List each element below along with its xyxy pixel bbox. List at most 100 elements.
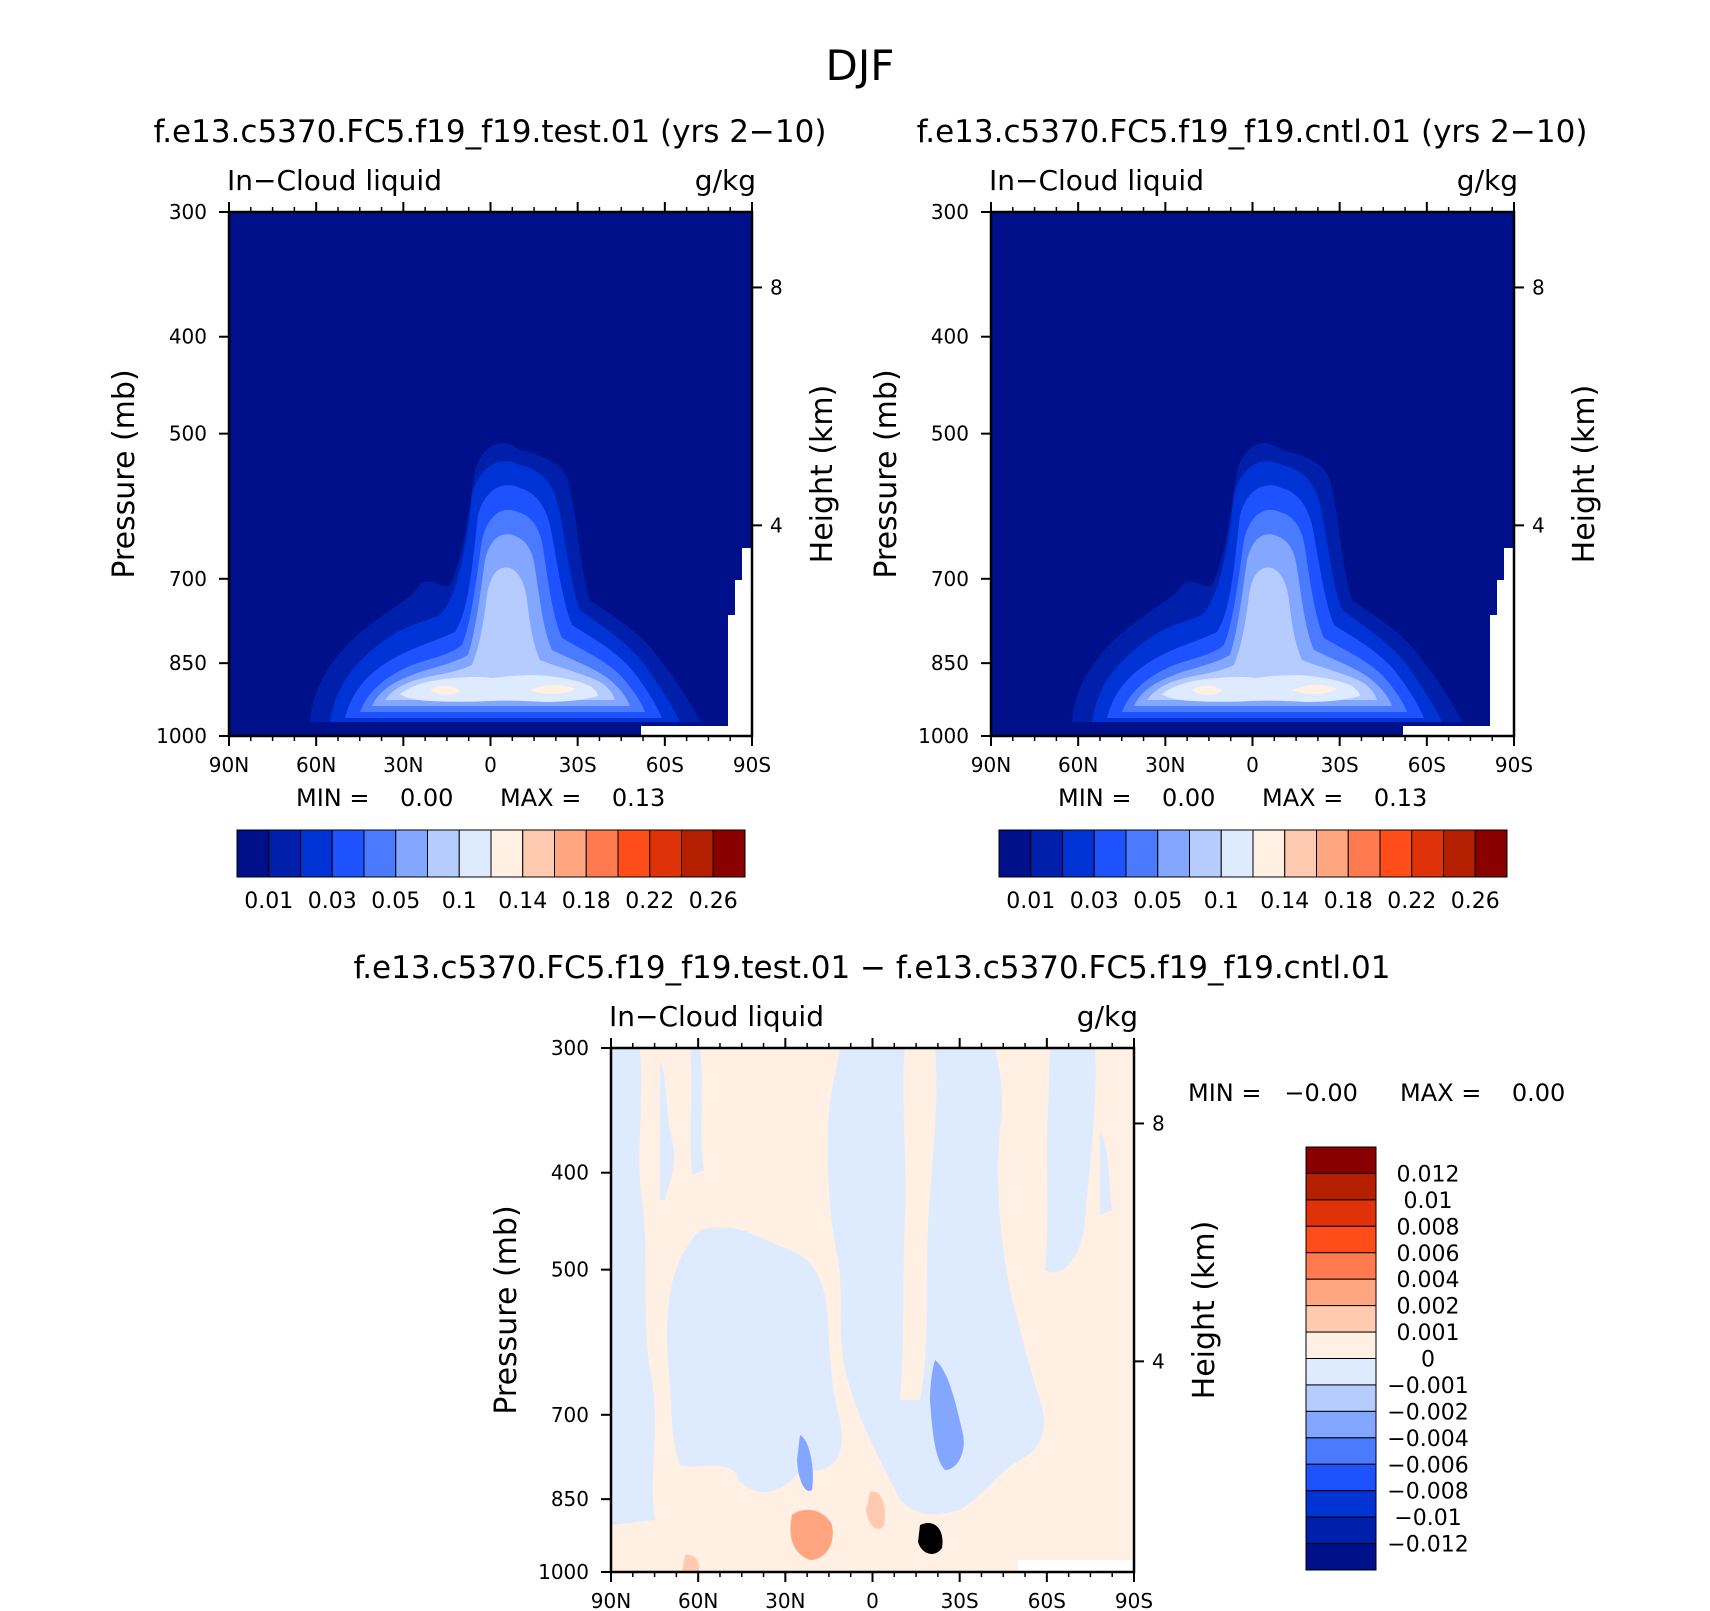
positive-region-strong — [682, 1554, 700, 1572]
colorbar-label: 0.002 — [1397, 1295, 1460, 1320]
colorbar: 0.0120.010.0080.0060.0040.0020.0010−0.00… — [1305, 1146, 1469, 1571]
right-y-axis-label: Height (km) — [805, 385, 840, 564]
y-tick-label: 500 — [551, 1258, 589, 1282]
colorbar-swatch — [1305, 1358, 1377, 1386]
contour-field — [991, 212, 1514, 736]
y-tick-label: 850 — [931, 651, 969, 675]
colorbar-label: −0.004 — [1387, 1427, 1468, 1452]
negative-region-strong — [930, 1360, 964, 1470]
colorbar-swatch — [1305, 1490, 1377, 1518]
colorbar-swatch — [1252, 829, 1286, 878]
colorbar: 0.01 0.03 0.05 0.1 0.14 0.18 0.22 0.26 — [998, 829, 1508, 914]
x-tick-label: 30S — [941, 1589, 979, 1611]
colorbar-label: 0 — [1421, 1348, 1435, 1373]
colorbar-swatch — [427, 829, 460, 878]
colorbar-swatch — [300, 829, 333, 878]
colorbar-swatch — [1157, 829, 1190, 878]
x-tick-label: 90S — [733, 753, 771, 777]
colorbar-swatch — [1443, 829, 1476, 878]
colorbar-label: 0.05 — [371, 889, 420, 914]
negative-region — [690, 1048, 704, 1175]
panel-subtitle-right: g/kg — [1077, 1000, 1138, 1033]
y-tick-label: 1000 — [156, 724, 207, 748]
panel-test: f.e13.c5370.FC5.f19_f19.test.01 (yrs 2−1… — [107, 114, 840, 914]
x-tick-label: 90S — [1115, 1589, 1153, 1611]
max-label: MAX = 0.13 — [500, 784, 665, 812]
y-tick-label: 500 — [931, 422, 969, 446]
below-ground-mask — [1490, 615, 1514, 736]
colorbar-swatch — [681, 829, 714, 878]
colorbar-label: 0.1 — [1204, 889, 1239, 914]
panel-subtitle-left: In−Cloud liquid — [227, 164, 442, 197]
colorbar-label: 0.26 — [1451, 889, 1500, 914]
y-tick-label: 300 — [931, 200, 969, 224]
colorbar-swatch — [1284, 829, 1317, 878]
y-tick-label: 400 — [551, 1161, 589, 1185]
x-tick-label: 60S — [1028, 1589, 1066, 1611]
colorbar-label: −0.002 — [1387, 1400, 1468, 1425]
colorbar-swatch — [1305, 1516, 1377, 1545]
colorbar-swatch — [1379, 829, 1413, 878]
positive-region-strong — [918, 1522, 943, 1554]
colorbar-label: −0.01 — [1394, 1506, 1461, 1531]
colorbar-swatch — [522, 829, 555, 878]
colorbar-swatch — [712, 829, 746, 878]
negative-region-strong — [797, 1435, 813, 1491]
colorbar-label: 0.03 — [1070, 889, 1119, 914]
colorbar-label: 0.01 — [1404, 1189, 1453, 1214]
colorbar-label: 0.004 — [1397, 1268, 1460, 1293]
colorbar-swatch — [1347, 829, 1381, 878]
colorbar-swatch — [1305, 1437, 1377, 1465]
y-tick-label: 850 — [169, 651, 207, 675]
panel-cntl: f.e13.c5370.FC5.f19_f19.cntl.01 (yrs 2−1… — [869, 114, 1602, 914]
x-tick-label: 30N — [383, 753, 423, 777]
colorbar-swatch — [585, 829, 619, 878]
contour-level-0.12 — [430, 685, 575, 695]
panel-title: f.e13.c5370.FC5.f19_f19.test.01 − f.e13.… — [354, 950, 1391, 986]
min-label: MIN = −0.00 — [1188, 1079, 1358, 1107]
colorbar-swatch — [1305, 1331, 1377, 1359]
y-tick-label: 1000 — [918, 724, 969, 748]
y-tick-label: 400 — [931, 325, 969, 349]
colorbar-label: 0.012 — [1397, 1162, 1460, 1187]
x-tick-label: 90N — [971, 753, 1011, 777]
negative-region — [827, 1048, 1044, 1515]
colorbar-swatch — [1030, 829, 1063, 878]
x-tick-label: 0 — [1246, 753, 1259, 777]
colorbar-swatch — [236, 829, 270, 878]
right-y-tick-label: 8 — [1532, 275, 1545, 299]
colorbar-swatch — [1316, 829, 1349, 878]
y-tick-label: 500 — [169, 422, 207, 446]
below-ground-mask — [1018, 1560, 1134, 1572]
x-tick-label: 30N — [765, 1589, 805, 1611]
colorbar-label: 0.22 — [1387, 889, 1436, 914]
colorbar-label: −0.006 — [1387, 1453, 1468, 1478]
colorbar-swatch — [1093, 829, 1127, 878]
colorbar-swatch — [649, 829, 682, 878]
colorbar-swatch — [1305, 1199, 1377, 1227]
colorbar-label: 0.18 — [562, 889, 611, 914]
x-tick-label: 60N — [296, 753, 336, 777]
right-y-axis-label: Height (km) — [1567, 385, 1602, 564]
negative-region — [660, 1060, 675, 1200]
right-y-tick-label: 4 — [770, 513, 783, 537]
colorbar-label: 0.01 — [244, 889, 293, 914]
below-ground-mask — [728, 615, 752, 736]
page-title: DJF — [826, 41, 895, 90]
colorbar-swatch — [1305, 1543, 1377, 1571]
x-tick-label: 30N — [1145, 753, 1185, 777]
colorbar-swatch — [1305, 1463, 1377, 1492]
below-ground-mask — [1403, 726, 1514, 736]
axes: 90N 60N 30N 0 30S 60S 90S 300 400 500 700 850 1000 8 4… — [869, 200, 1602, 777]
colorbar-swatch — [1125, 829, 1159, 878]
right-y-axis-label: Height (km) — [1187, 1221, 1222, 1400]
x-tick-label: 60S — [646, 753, 684, 777]
colorbar-swatch — [998, 829, 1032, 878]
x-tick-label: 60N — [678, 1589, 718, 1611]
x-tick-label: 90N — [591, 1589, 631, 1611]
right-y-tick-label: 8 — [1152, 1111, 1165, 1135]
colorbar-label: −0.012 — [1387, 1533, 1468, 1558]
negative-region — [667, 1227, 842, 1492]
panel-subtitle-left: In−Cloud liquid — [609, 1000, 824, 1033]
x-tick-label: 90N — [209, 753, 249, 777]
